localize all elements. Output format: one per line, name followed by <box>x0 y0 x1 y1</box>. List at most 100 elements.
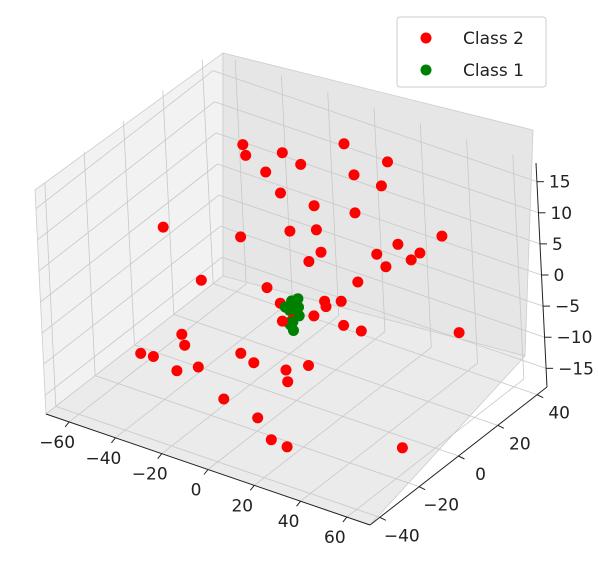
class-2-point <box>280 364 292 376</box>
y-tick-label: −40 <box>384 526 420 546</box>
class-2-point <box>237 139 249 151</box>
class-2-point <box>338 138 350 150</box>
y-tick-mark <box>497 424 505 429</box>
class-2-point <box>157 221 169 233</box>
y-tick-mark <box>536 394 544 399</box>
class-2-point <box>275 187 286 199</box>
z-gridline <box>217 163 542 276</box>
z-gridline <box>35 70 214 209</box>
y-tick-mark <box>418 486 426 491</box>
class-2-point <box>320 301 332 313</box>
class-2-point <box>135 347 147 359</box>
legend-label-class-2: Class 2 <box>463 29 524 49</box>
class-2-point <box>192 361 204 373</box>
data-points <box>135 138 465 454</box>
class-2-point <box>380 261 392 273</box>
class-2-point <box>284 225 296 237</box>
x-tick-mark <box>111 437 116 444</box>
z-tick-label: −5 <box>555 297 580 317</box>
x-tick-mark <box>342 516 348 523</box>
class-2-point <box>303 360 314 371</box>
class-2-point <box>308 310 320 322</box>
z-tick-label: 10 <box>550 204 572 224</box>
z-gridline <box>218 194 544 307</box>
class-2-point <box>252 412 264 424</box>
class-2-point <box>248 357 260 369</box>
z-gridline <box>43 225 221 365</box>
class-2-point <box>303 256 315 267</box>
class-2-point <box>338 319 350 331</box>
y-gridline <box>95 375 420 488</box>
z-tick-label: 0 <box>554 266 565 286</box>
z-gridline <box>221 256 547 369</box>
z-tick-label: 5 <box>552 235 563 255</box>
class-2-point <box>261 282 273 294</box>
z-gridline <box>40 163 218 303</box>
z-gridline <box>44 257 223 396</box>
legend-label-class-1: Class 1 <box>463 61 524 81</box>
x-tick-label: 60 <box>324 528 346 548</box>
class-2-point <box>453 327 465 339</box>
class-2-point <box>371 248 383 260</box>
y-gridline <box>134 344 459 457</box>
class-2-point <box>240 149 252 161</box>
class-2-point <box>382 156 393 168</box>
x-tick-mark <box>203 469 209 475</box>
y-gridline <box>55 405 380 518</box>
legend-box <box>396 16 547 88</box>
z-gridline <box>41 194 220 334</box>
z-axis-line <box>535 162 548 388</box>
y-axis-line <box>369 386 548 526</box>
z-gridline <box>37 101 215 241</box>
x-tick-label: 0 <box>191 481 202 501</box>
class-2-point <box>276 147 288 159</box>
y-tick-label: 20 <box>509 434 531 454</box>
x-tick-mark <box>64 421 70 428</box>
y-tick-label: 0 <box>475 465 486 485</box>
class-1-point <box>288 325 299 336</box>
x-tick-label: −20 <box>132 465 168 485</box>
x-tick-mark <box>157 453 163 459</box>
class-2-point <box>308 200 320 212</box>
class-2-point <box>436 230 448 242</box>
y-gridline <box>173 313 498 426</box>
y-tick-label: −20 <box>423 496 459 516</box>
class-2-point <box>310 224 322 236</box>
legend: Class 2 Class 1 <box>396 16 547 88</box>
x-tick-label: −60 <box>39 433 75 453</box>
x-tick-label: −40 <box>85 449 121 469</box>
class-1-point <box>279 301 291 313</box>
z-gridline <box>214 101 539 214</box>
class-2-point <box>176 328 188 340</box>
y-tick-mark <box>458 455 465 460</box>
class-2-point <box>171 365 183 377</box>
class-2-point <box>414 247 426 259</box>
class-2-point <box>352 276 364 288</box>
class-2-point <box>218 393 230 405</box>
z-tick-label: −15 <box>558 359 594 379</box>
z-gridline <box>220 225 545 338</box>
legend-marker-class-2 <box>420 32 432 44</box>
z-tick-label: −10 <box>557 328 593 348</box>
y-tick-label: 40 <box>548 404 570 424</box>
class-2-point <box>276 315 288 327</box>
class-2-point <box>355 325 367 337</box>
class-2-point <box>348 169 360 181</box>
class-2-point <box>179 339 191 351</box>
class-2-point <box>235 231 247 243</box>
grid-lines <box>35 59 547 518</box>
class-2-point <box>375 180 387 192</box>
legend-marker-class-1 <box>420 64 432 76</box>
z-gridline <box>212 70 538 183</box>
class-2-point <box>260 166 272 178</box>
x-tick-label: 40 <box>278 512 300 532</box>
class-2-point <box>295 158 307 170</box>
x-axis-line <box>45 413 371 526</box>
class-2-point <box>265 434 277 446</box>
class-2-point <box>392 238 404 250</box>
class-2-point <box>335 295 347 307</box>
class-2-point <box>315 246 327 258</box>
class-2-point <box>147 351 159 362</box>
